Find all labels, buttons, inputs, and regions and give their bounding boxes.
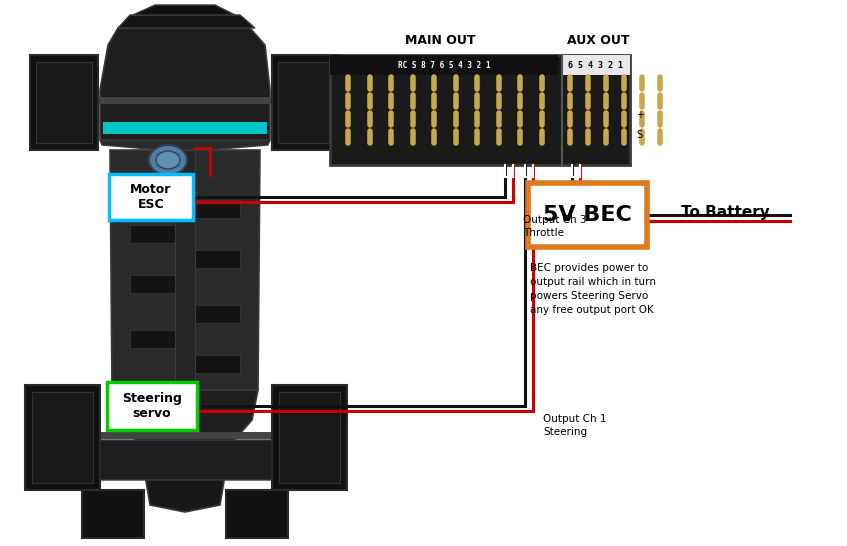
Text: AUX OUT: AUX OUT (567, 33, 629, 46)
Polygon shape (133, 5, 235, 15)
Bar (130, 175, 180, 193)
Polygon shape (112, 390, 258, 450)
Bar (36, 62, 92, 143)
Bar (190, 250, 240, 268)
Bar (330, 55, 558, 75)
Bar (562, 55, 630, 75)
Ellipse shape (156, 151, 180, 169)
Polygon shape (80, 440, 290, 480)
FancyBboxPatch shape (528, 183, 647, 247)
Bar (82, 490, 144, 538)
Text: Output Ch 3
Throttle: Output Ch 3 Throttle (523, 215, 586, 238)
Text: To Battery: To Battery (681, 205, 769, 219)
Text: BEC provides power to
output rail which in turn
powers Steering Servo
any free o: BEC provides power to output rail which … (530, 263, 656, 315)
Polygon shape (145, 450, 225, 512)
Text: 5V BEC: 5V BEC (543, 205, 632, 225)
Bar (30, 55, 98, 150)
Text: S: S (636, 130, 642, 140)
Bar (272, 385, 347, 490)
Text: MAIN OUT: MAIN OUT (405, 33, 475, 46)
Bar (272, 55, 340, 150)
Text: 6 5 4 3 2 1: 6 5 4 3 2 1 (567, 61, 623, 69)
Bar (279, 392, 340, 483)
Bar (103, 122, 267, 134)
Text: Motor
ESC: Motor ESC (130, 183, 172, 211)
Polygon shape (110, 150, 260, 390)
Bar (226, 490, 288, 538)
Bar (278, 62, 334, 143)
Text: Steering
servo: Steering servo (122, 392, 182, 420)
Polygon shape (100, 28, 270, 150)
Bar (330, 55, 630, 165)
Ellipse shape (149, 145, 187, 175)
Polygon shape (100, 140, 270, 152)
Bar (130, 330, 180, 348)
Bar (25, 385, 100, 490)
Polygon shape (118, 15, 255, 28)
Text: RC S 8 7 6 5 4 3 2 1: RC S 8 7 6 5 4 3 2 1 (398, 61, 490, 69)
Bar (190, 200, 240, 218)
Text: Output Ch 1
Steering: Output Ch 1 Steering (543, 414, 606, 437)
Bar (190, 305, 240, 323)
Bar (190, 355, 240, 373)
Bar (175, 150, 195, 390)
Bar (130, 225, 180, 243)
Bar (130, 275, 180, 293)
FancyBboxPatch shape (109, 174, 193, 220)
Text: +: + (636, 110, 644, 120)
FancyBboxPatch shape (107, 382, 197, 430)
Bar (32, 392, 93, 483)
